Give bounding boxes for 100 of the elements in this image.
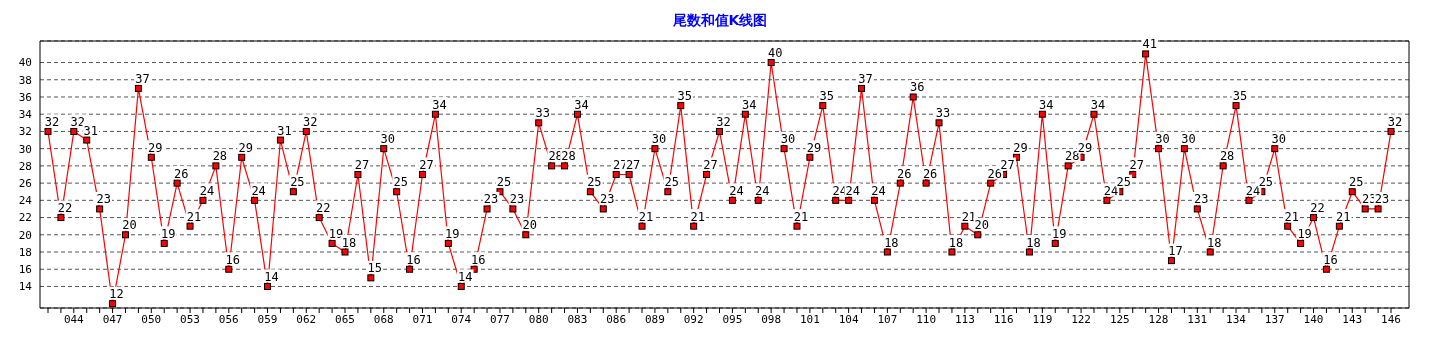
x-tick-label: 104 — [838, 312, 859, 326]
data-label: 25 — [587, 175, 602, 190]
x-tick-label: 128 — [1148, 312, 1169, 326]
data-label: 27 — [625, 158, 641, 172]
x-tick-label: 074 — [451, 312, 472, 326]
data-label: 23 — [96, 192, 111, 207]
y-tick-label: 40 — [18, 56, 32, 70]
data-label: 25 — [290, 175, 305, 190]
data-label: 16 — [225, 252, 241, 267]
x-tick-label: 131 — [1187, 312, 1208, 326]
data-label: 32 — [1387, 114, 1403, 129]
data-label: 34 — [742, 97, 757, 112]
data-label: 28 — [212, 149, 228, 164]
data-label: 35 — [1232, 89, 1248, 104]
data-label: 24 — [832, 183, 847, 198]
data-label: 26 — [922, 166, 938, 181]
data-label: 27 — [354, 158, 370, 172]
data-label: 20 — [974, 218, 989, 233]
x-tick-label: 116 — [993, 312, 1014, 326]
data-label: 37 — [858, 71, 873, 86]
x-tick-label: 053 — [180, 312, 200, 326]
data-label: 32 — [303, 114, 318, 129]
x-tick-label: 086 — [606, 312, 627, 326]
data-label: 30 — [651, 132, 667, 147]
x-tick-label: 098 — [761, 312, 782, 326]
data-label: 23 — [1374, 192, 1390, 207]
y-tick-label: 16 — [18, 263, 32, 277]
x-tick-label: 143 — [1342, 312, 1363, 326]
y-tick-label: 14 — [18, 280, 33, 294]
data-label: 16 — [1323, 252, 1338, 267]
x-tick-label: 140 — [1303, 312, 1324, 326]
data-label: 29 — [238, 140, 253, 155]
x-tick-label: 047 — [102, 312, 123, 326]
x-tick-label: 059 — [257, 312, 278, 326]
data-label: 35 — [677, 89, 692, 104]
data-label: 21 — [1336, 209, 1351, 224]
data-label: 41 — [1142, 37, 1157, 52]
data-label: 28 — [1219, 149, 1235, 164]
data-label: 21 — [186, 209, 202, 224]
data-label: 24 — [251, 183, 266, 198]
x-tick-label: 101 — [799, 312, 820, 326]
x-tick-label: 044 — [63, 312, 85, 326]
data-label: 27 — [419, 158, 434, 172]
data-label: 26 — [897, 166, 912, 181]
y-tick-label: 36 — [18, 90, 32, 104]
y-tick-label: 24 — [18, 194, 33, 208]
data-label: 27 — [703, 158, 718, 172]
y-tick-label: 30 — [18, 142, 32, 156]
data-label: 16 — [406, 252, 421, 267]
data-label: 30 — [1155, 132, 1170, 147]
data-label: 36 — [909, 80, 925, 95]
data-label: 20 — [122, 218, 137, 233]
data-label: 26 — [987, 166, 1002, 181]
data-label: 33 — [535, 106, 550, 121]
data-label: 19 — [445, 226, 460, 241]
data-label: 24 — [845, 183, 860, 198]
data-label: 34 — [432, 97, 447, 112]
data-label: 23 — [509, 192, 525, 207]
data-label: 25 — [393, 175, 408, 190]
x-tick-label: 089 — [645, 312, 665, 326]
data-label: 20 — [522, 218, 538, 233]
data-label: 40 — [767, 46, 783, 61]
data-label: 31 — [277, 123, 292, 138]
data-label: 37 — [135, 71, 150, 86]
data-label: 33 — [935, 106, 951, 121]
data-label: 18 — [1206, 235, 1222, 250]
x-tick-label: 134 — [1226, 312, 1247, 326]
data-label: 34 — [1039, 97, 1054, 112]
data-label: 14 — [458, 269, 473, 284]
x-tick-label: 110 — [916, 312, 937, 326]
x-tick-label: 062 — [296, 312, 317, 326]
x-tick-label: 146 — [1381, 312, 1401, 326]
x-tick-label: 071 — [412, 312, 433, 326]
x-tick-label: 119 — [1032, 312, 1053, 326]
data-label: 32 — [44, 114, 60, 129]
y-tick-label: 28 — [18, 159, 32, 173]
data-label: 21 — [793, 209, 809, 224]
x-tick-label: 122 — [1071, 312, 1092, 326]
data-label: 15 — [367, 261, 383, 276]
x-tick-label: 080 — [528, 312, 549, 326]
chart-title: 尾数和值K线图 — [671, 11, 769, 30]
x-tick-label: 083 — [567, 312, 588, 326]
data-label: 25 — [1258, 175, 1274, 190]
data-label: 14 — [264, 269, 279, 284]
y-tick-label: 38 — [18, 73, 32, 87]
data-label: 18 — [948, 235, 964, 250]
data-label: 31 — [83, 123, 98, 138]
data-label: 34 — [574, 97, 589, 112]
data-label: 30 — [380, 132, 395, 147]
data-label: 22 — [315, 201, 331, 216]
x-tick-label: 137 — [1264, 312, 1285, 326]
x-tick-label: 095 — [722, 312, 743, 326]
data-label: 27 — [1129, 158, 1144, 172]
data-label: 30 — [1181, 132, 1196, 147]
y-tick-label: 26 — [18, 177, 32, 191]
x-tick-label: 056 — [218, 312, 239, 326]
data-label: 21 — [1284, 209, 1299, 224]
data-label: 29 — [148, 140, 163, 155]
x-tick-label: 125 — [1109, 312, 1130, 326]
data-label: 19 — [160, 226, 176, 241]
